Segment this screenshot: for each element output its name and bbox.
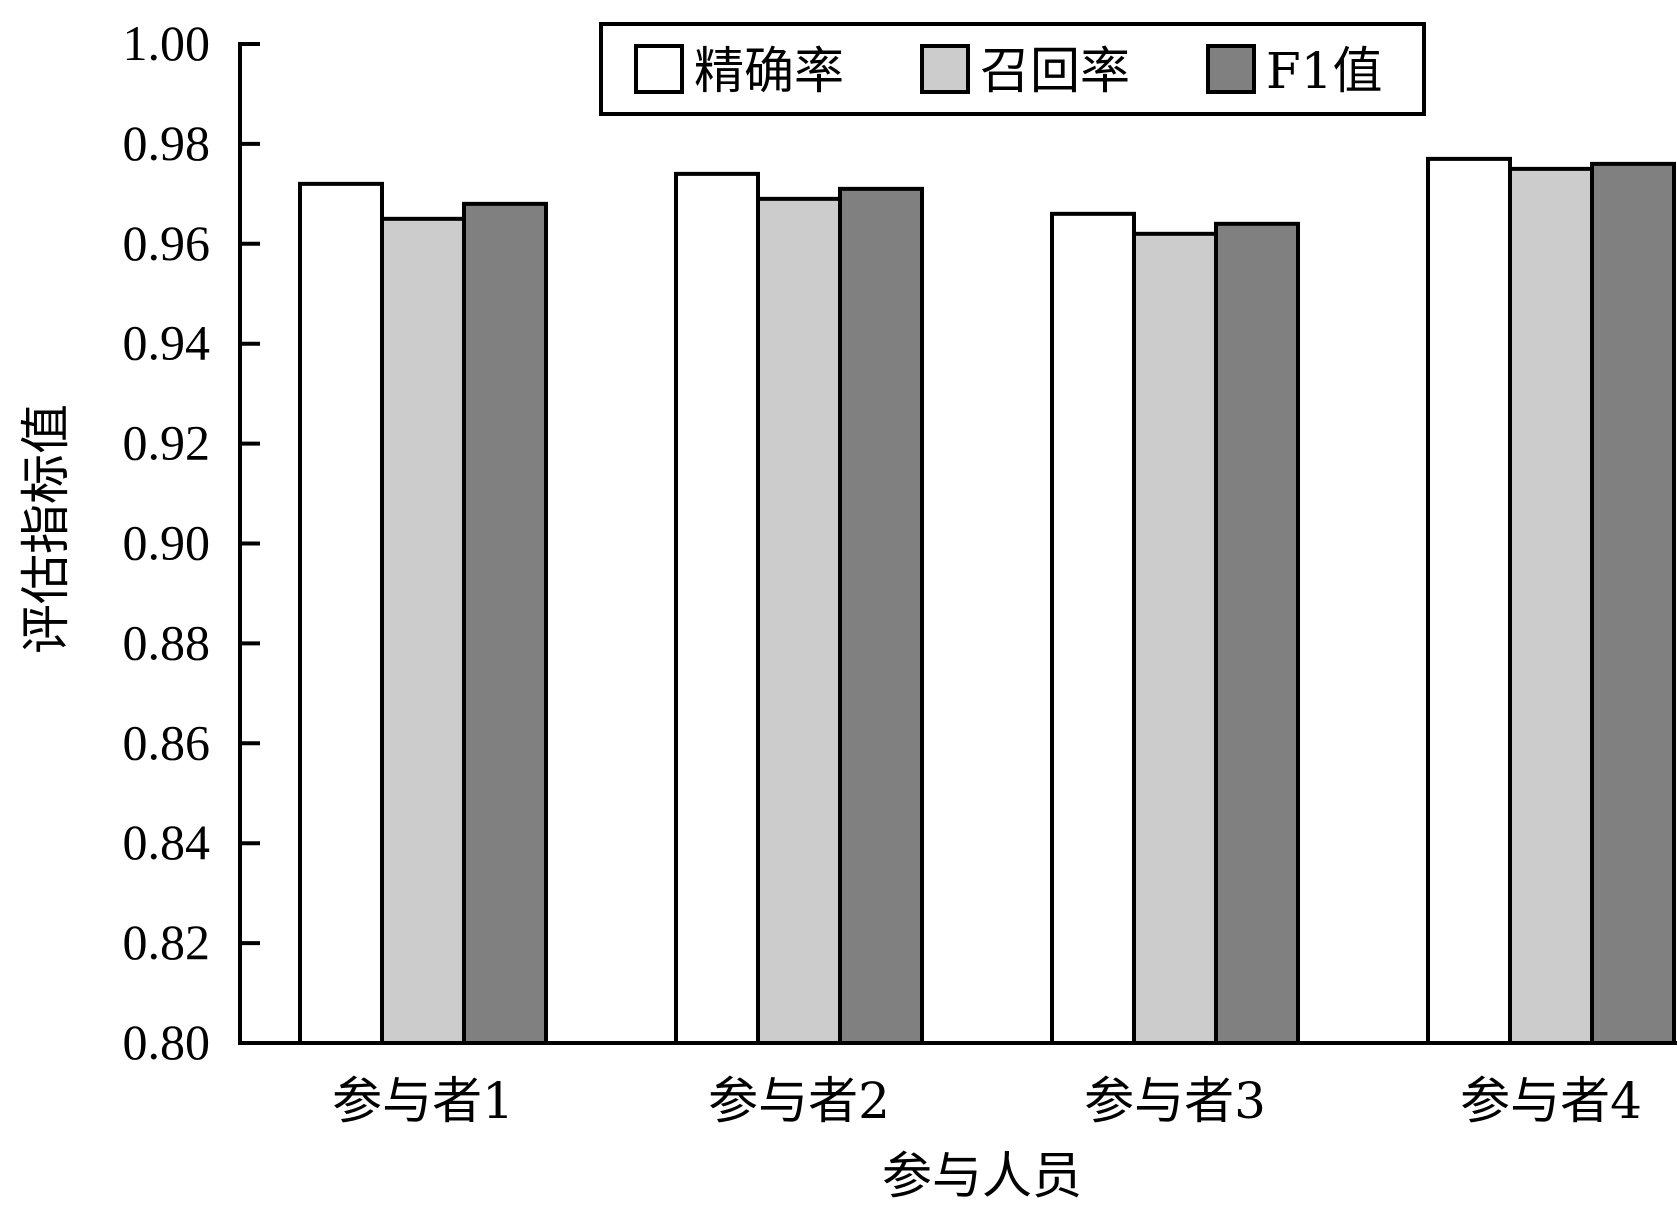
bar-3-1	[462, 201, 548, 1045]
bar-2-4	[1508, 166, 1594, 1045]
y-tick-label: 0.94	[123, 315, 211, 371]
legend: 精确率 召回率 F1值	[599, 22, 1426, 116]
y-tick-label: 1.00	[123, 15, 211, 71]
legend-label-1: 精确率	[694, 42, 844, 100]
x-tick-label: 参与者3	[1084, 1072, 1266, 1130]
legend-label-2: 召回率	[980, 42, 1130, 100]
legend-swatch-2	[920, 44, 970, 94]
x-tick-label: 参与者2	[708, 1072, 890, 1130]
bar-2-2	[756, 196, 842, 1046]
y-tick-label: 0.98	[123, 115, 211, 171]
legend-label-3: F1值	[1266, 42, 1383, 100]
y-tick-label: 0.92	[123, 415, 211, 471]
bar-1-2	[674, 171, 760, 1045]
x-tick-label: 参与者4	[1460, 1072, 1642, 1130]
legend-swatch-3	[1206, 44, 1256, 94]
bar-3-2	[838, 186, 924, 1046]
y-tick-label: 0.80	[123, 1014, 211, 1070]
y-tick-label: 0.84	[123, 814, 211, 870]
bars-layer	[298, 156, 1676, 1046]
y-tick-label: 0.96	[123, 215, 211, 271]
y-axis-title: 评估指标值	[17, 404, 75, 654]
y-tick-label: 0.82	[123, 914, 211, 970]
x-tick-labels: 参与者1 参与者2 参与者3 参与者4	[332, 1072, 1642, 1130]
legend-box	[599, 22, 1426, 116]
bar-2-3	[1132, 231, 1218, 1045]
y-tick-label: 0.86	[123, 714, 211, 770]
bar-3-3	[1214, 221, 1300, 1045]
bar-3-4	[1590, 161, 1676, 1045]
x-axis-title: 参与人员	[882, 1147, 1082, 1205]
legend-swatch-1	[634, 44, 684, 94]
bar-2-1	[380, 216, 466, 1045]
y-tick-label: 0.90	[123, 515, 211, 571]
bar-1-3	[1050, 211, 1136, 1045]
x-tick-label: 参与者1	[332, 1072, 514, 1130]
bar-1-4	[1426, 156, 1512, 1045]
y-tick-label: 0.88	[123, 614, 211, 670]
bar-1-1	[298, 181, 384, 1046]
y-ticks: 0.80 0.82 0.84 0.86 0.88 0.90 0.92 0.94 0.96 0.98…	[123, 15, 260, 1070]
